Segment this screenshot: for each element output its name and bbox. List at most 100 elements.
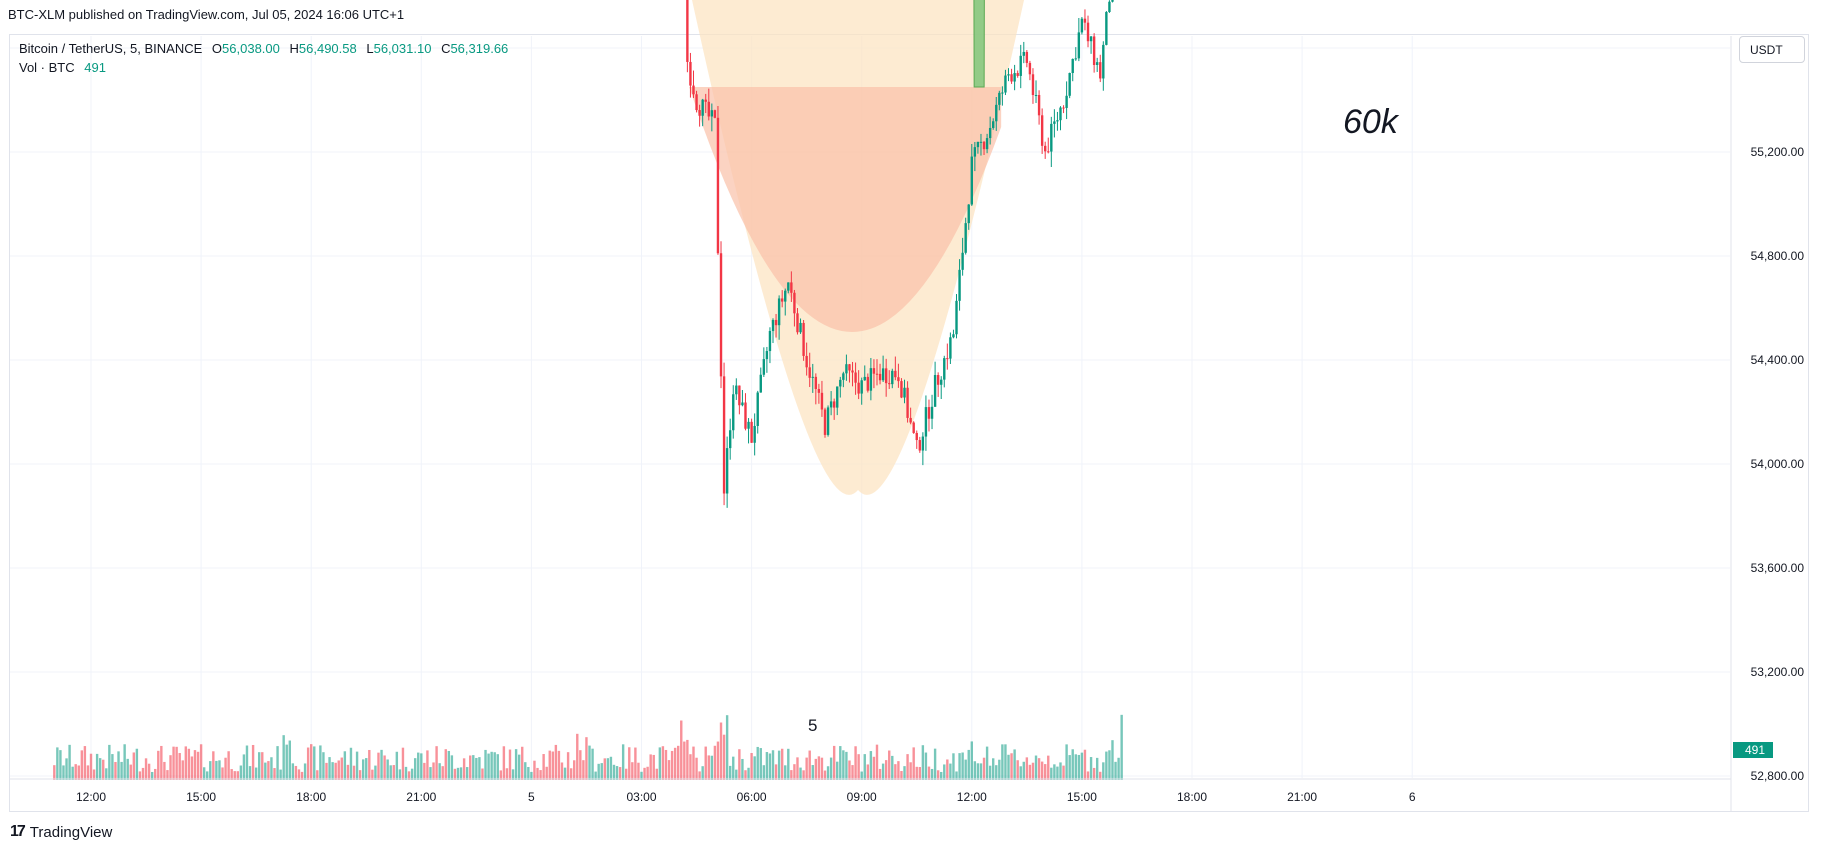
candle-body bbox=[701, 99, 704, 116]
candle-body bbox=[710, 110, 714, 117]
volume-bar bbox=[1111, 740, 1114, 780]
volume-bar bbox=[621, 744, 625, 780]
volume-bar bbox=[343, 751, 347, 780]
volume-bar bbox=[144, 758, 148, 780]
candle-body bbox=[1092, 36, 1096, 65]
candle-body bbox=[1001, 92, 1004, 94]
volume-bar bbox=[279, 769, 282, 780]
legend-open: 56,038.00 bbox=[222, 41, 280, 56]
volume-bar bbox=[206, 771, 209, 780]
candle-body bbox=[1040, 115, 1044, 146]
currency-unit-button[interactable]: USDT bbox=[1739, 36, 1805, 63]
volume-bar bbox=[560, 762, 564, 780]
volume-bar bbox=[563, 767, 567, 780]
volume-bar bbox=[1108, 750, 1111, 780]
candle-body bbox=[875, 373, 879, 375]
volume-bar bbox=[829, 757, 833, 780]
volume-bar bbox=[306, 747, 310, 780]
legend-open-label: O bbox=[211, 41, 223, 56]
volume-bars bbox=[53, 714, 1123, 780]
volume-bar bbox=[209, 761, 212, 780]
volume-bar bbox=[1056, 766, 1059, 780]
candle-body bbox=[1071, 58, 1074, 74]
volume-bar bbox=[358, 770, 362, 780]
volume-bar bbox=[337, 760, 340, 780]
candle-body bbox=[762, 359, 766, 375]
legend-symbol[interactable]: Bitcoin / TetherUS, 5, BINANCE bbox=[19, 41, 203, 56]
candle-body bbox=[897, 377, 900, 382]
volume-bar bbox=[722, 734, 726, 780]
volume-bar bbox=[551, 751, 555, 780]
y-tick-label: 52,800.00 bbox=[1751, 769, 1805, 783]
y-tick-label: 53,600.00 bbox=[1751, 561, 1805, 575]
volume-bar bbox=[683, 741, 686, 780]
candle-body bbox=[832, 401, 836, 408]
volume-bar bbox=[652, 754, 655, 780]
volume-bar bbox=[261, 752, 264, 780]
volume-bar bbox=[728, 765, 732, 780]
volume-bar bbox=[646, 766, 649, 780]
handle-pattern-shape bbox=[689, 87, 1002, 332]
volume-bar bbox=[108, 744, 111, 780]
legend-vol-label[interactable]: Vol · BTC bbox=[19, 60, 75, 75]
legend-close-label: C bbox=[441, 41, 451, 56]
volume-bar bbox=[346, 764, 350, 780]
candle-body bbox=[973, 147, 977, 157]
candle-body bbox=[995, 104, 998, 122]
volume-bar bbox=[579, 750, 582, 780]
volume-bar bbox=[940, 771, 943, 780]
candle-body bbox=[1062, 107, 1065, 109]
volume-bar bbox=[1077, 754, 1081, 780]
x-tick-label: 21:00 bbox=[1287, 790, 1317, 804]
volume-bar bbox=[490, 751, 493, 780]
volume-bar bbox=[930, 768, 934, 780]
volume-bar bbox=[790, 770, 793, 780]
volume-bar bbox=[881, 763, 885, 780]
candle-body bbox=[1028, 62, 1032, 75]
volume-bar bbox=[508, 749, 512, 780]
candle-body bbox=[958, 269, 961, 301]
x-tick-label: 6 bbox=[1409, 790, 1416, 804]
volume-bar bbox=[258, 752, 261, 780]
candle-body bbox=[1105, 12, 1108, 45]
candle-body bbox=[716, 117, 720, 254]
volume-bar bbox=[157, 750, 160, 780]
volume-bar bbox=[505, 768, 509, 780]
volume-bar bbox=[355, 751, 359, 780]
volume-bar bbox=[218, 760, 221, 780]
volume-bar bbox=[413, 758, 417, 780]
volume-bar bbox=[264, 762, 267, 780]
volume-bar bbox=[533, 760, 536, 780]
candle-body bbox=[777, 298, 781, 326]
volume-bar bbox=[973, 761, 977, 780]
volume-bar bbox=[102, 759, 105, 780]
volume-bar bbox=[759, 748, 762, 780]
volume-bar bbox=[725, 715, 729, 780]
volume-bar bbox=[365, 758, 368, 780]
candle-body bbox=[940, 379, 943, 385]
volume-bar bbox=[649, 754, 652, 780]
brand[interactable]: 17 TradingView bbox=[10, 823, 112, 841]
candle-body bbox=[808, 367, 811, 378]
volume-bar bbox=[686, 739, 689, 780]
volume-bar bbox=[900, 771, 903, 780]
volume-bar bbox=[863, 754, 866, 780]
volume-bar bbox=[98, 758, 102, 780]
volume-bar bbox=[80, 750, 84, 780]
volume-bar bbox=[808, 750, 811, 780]
candle-body bbox=[921, 436, 925, 451]
candle-body bbox=[780, 298, 784, 302]
candle-body bbox=[848, 364, 851, 371]
volume-bar bbox=[310, 744, 313, 780]
candle-body bbox=[796, 313, 799, 333]
volume-bar bbox=[839, 746, 842, 780]
volume-bar bbox=[710, 755, 714, 780]
candle-body bbox=[707, 101, 710, 117]
publish-line: BTC-XLM published on TradingView.com, Ju… bbox=[8, 7, 405, 22]
candle-body bbox=[826, 407, 830, 435]
candle-body bbox=[704, 99, 707, 102]
candle-body bbox=[891, 370, 894, 385]
volume-bar bbox=[670, 750, 674, 780]
candle-body bbox=[722, 376, 726, 494]
